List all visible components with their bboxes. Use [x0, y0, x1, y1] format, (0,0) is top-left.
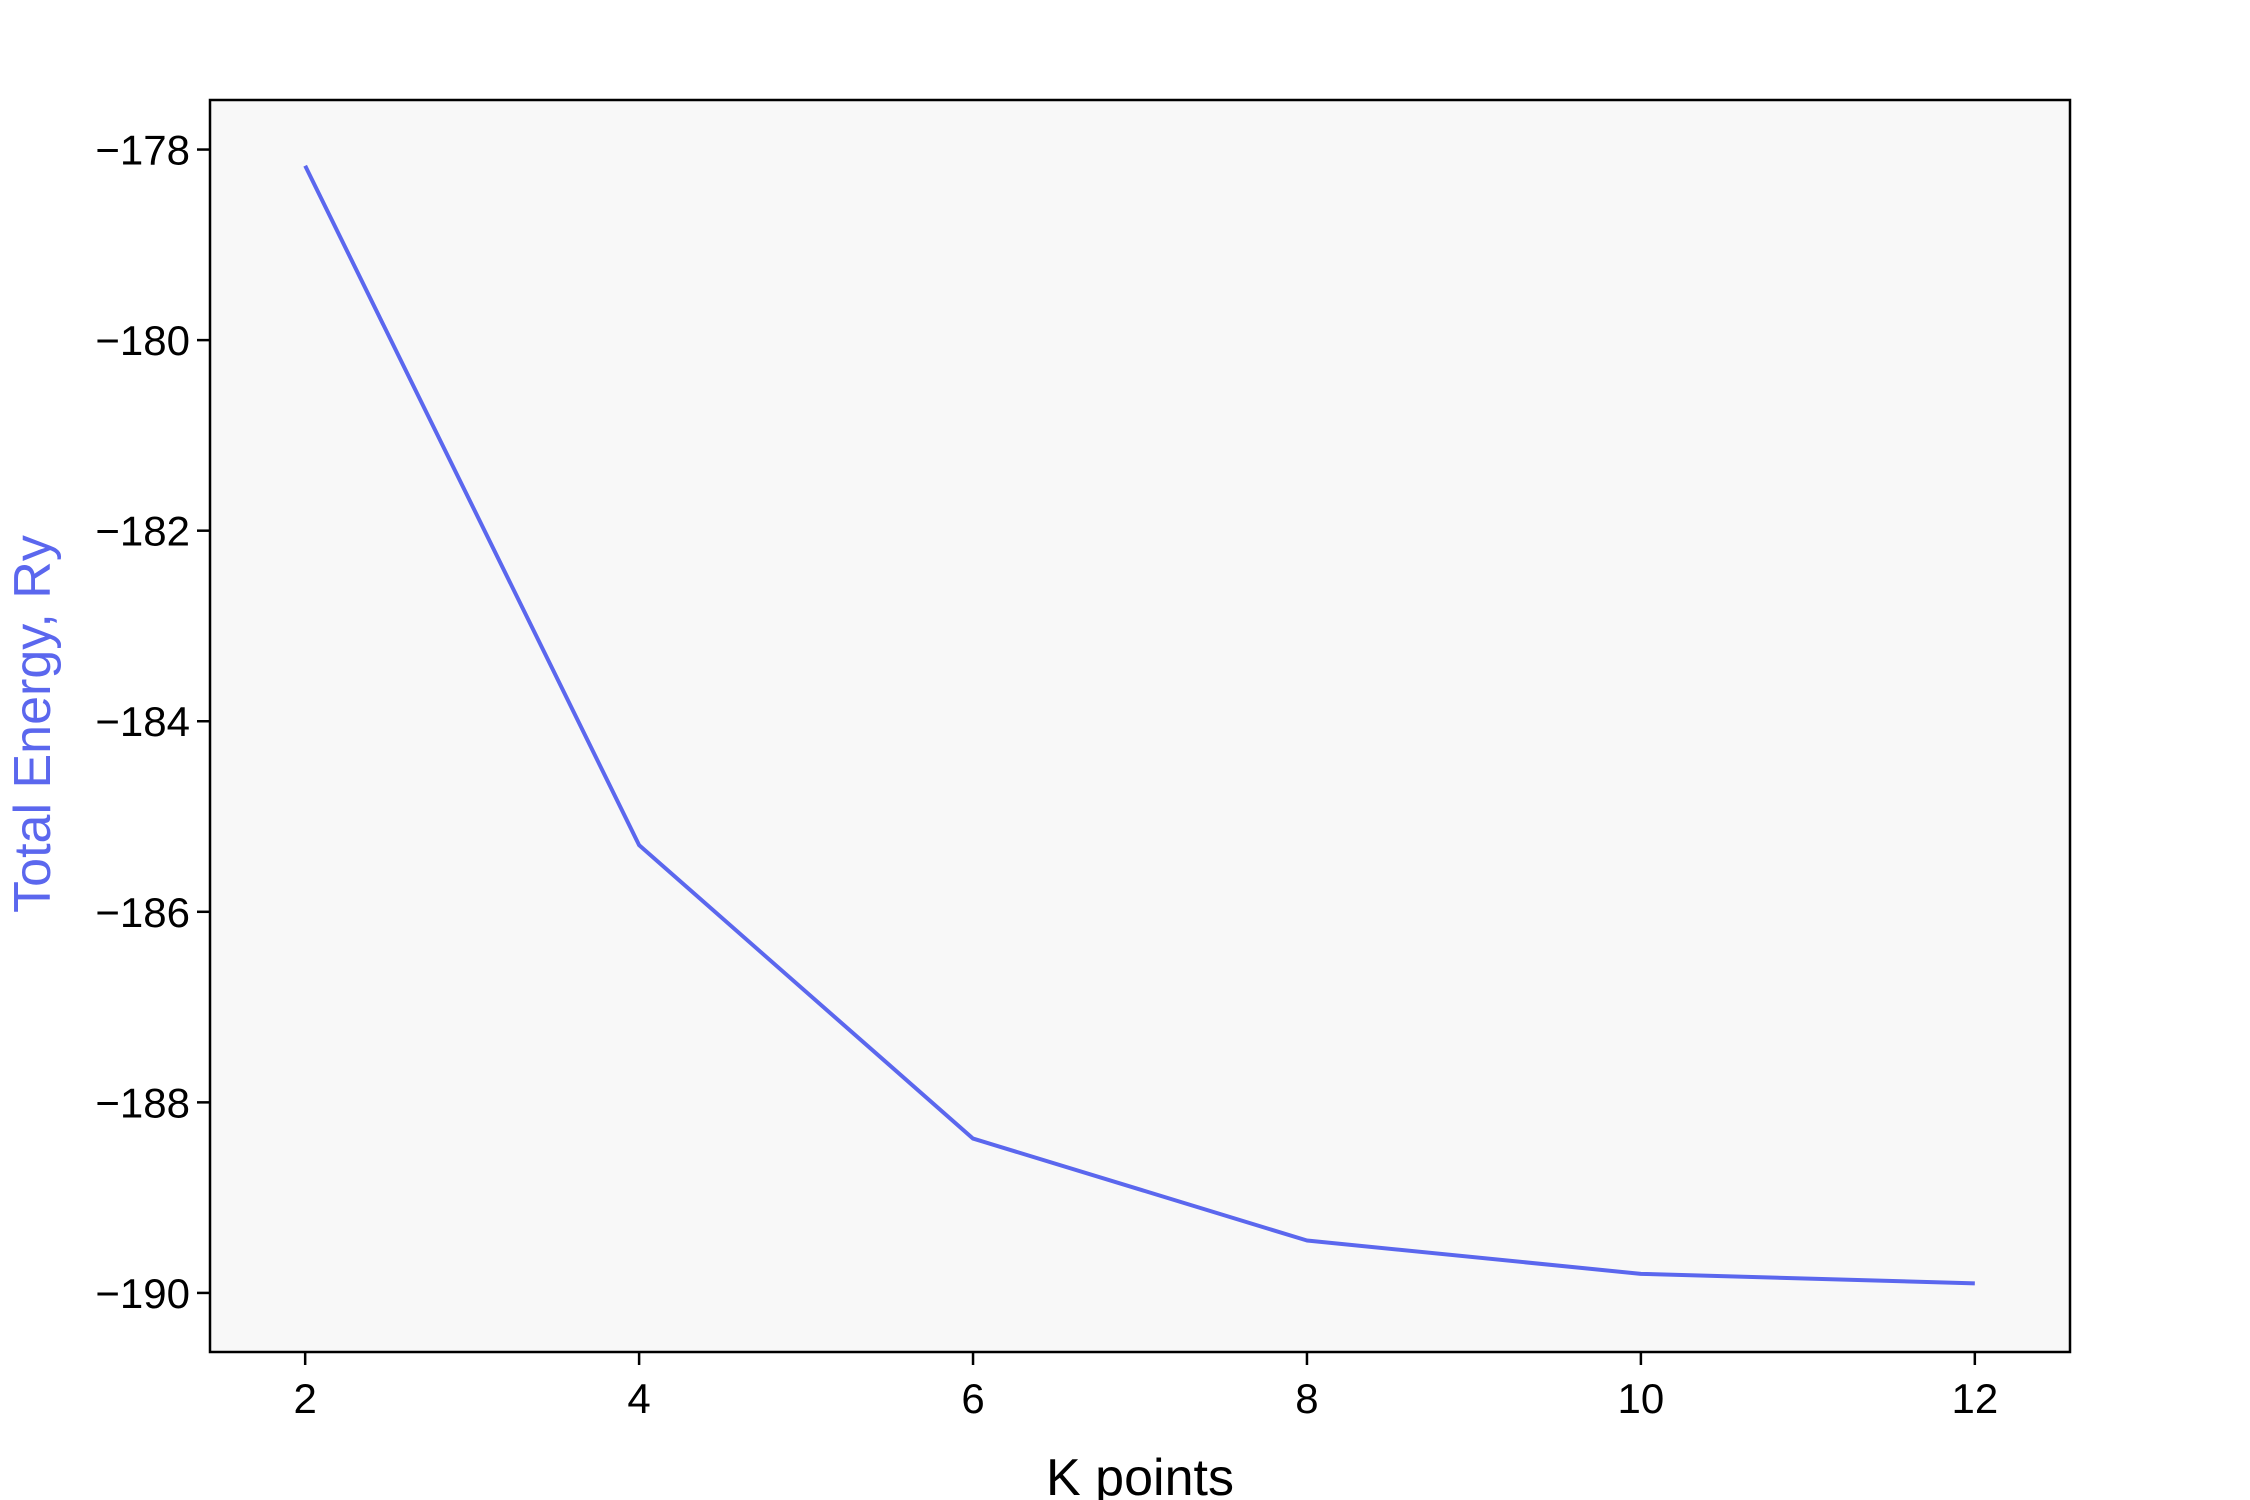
- x-tick-label: 12: [1951, 1375, 1998, 1422]
- y-tick-label: −180: [95, 317, 190, 364]
- y-tick-label: −184: [95, 698, 190, 745]
- y-tick-label: −188: [95, 1079, 190, 1126]
- x-tick-label: 4: [627, 1375, 650, 1422]
- x-tick-label: 6: [961, 1375, 984, 1422]
- y-tick-label: −182: [95, 508, 190, 555]
- x-axis-title: K points: [1046, 1449, 1234, 1500]
- series-line: [303, 164, 1975, 1286]
- x-tick-label: 8: [1295, 1375, 1318, 1422]
- plot-area: [210, 100, 2070, 1352]
- y-axis-title: Total Energy, Ry: [4, 535, 62, 913]
- series-group: [303, 164, 1975, 1286]
- y-tick-label: −190: [95, 1270, 190, 1317]
- plot-frame: [208, 98, 2072, 1354]
- ticks: 2 4 6 8 10 12 −178 −180 −182 −184 −186 −188 −190: [95, 127, 1998, 1422]
- y-tick-label: −178: [95, 127, 190, 174]
- y-tick-label: −186: [95, 889, 190, 936]
- x-tick-label: 2: [293, 1375, 316, 1422]
- x-tick-label: 10: [1618, 1375, 1665, 1422]
